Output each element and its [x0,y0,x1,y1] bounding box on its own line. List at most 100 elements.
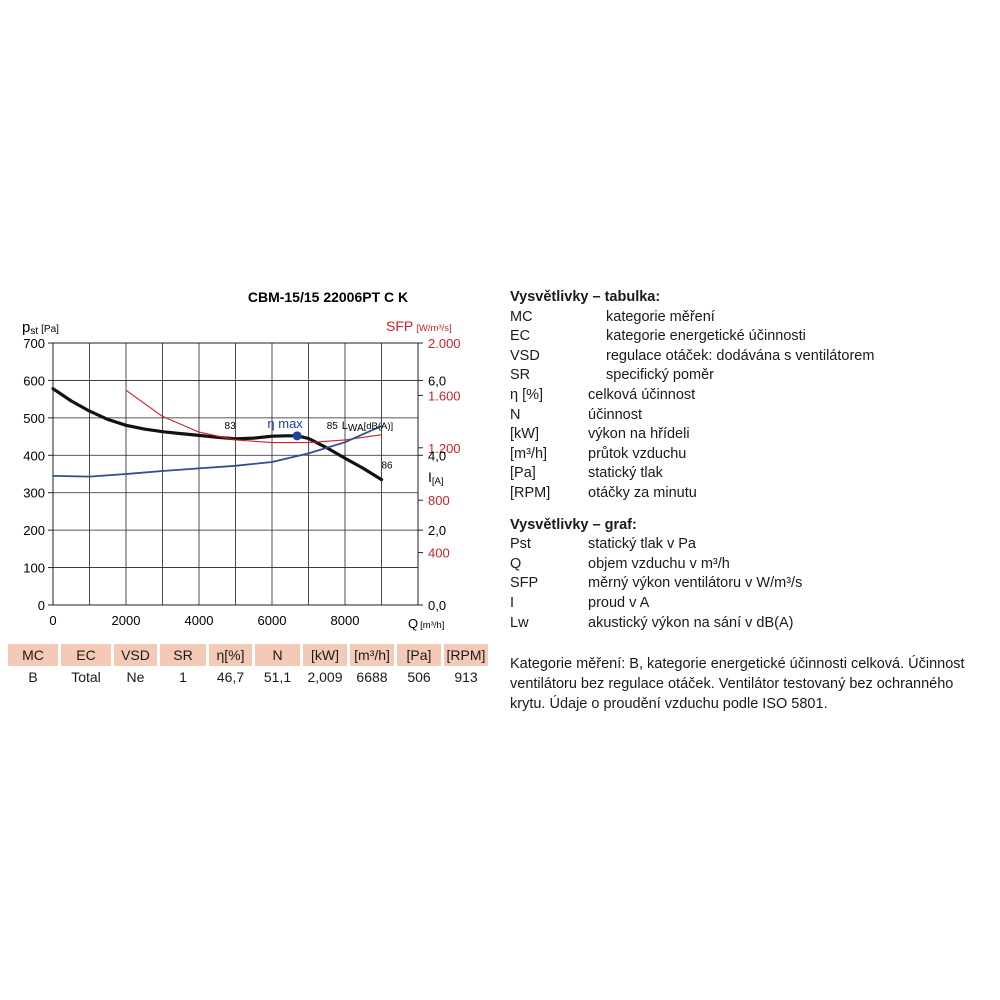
legend-panel: Vysvětlivky – tabulka: MC kategorie měřen… [510,288,874,634]
y-current-tick-label: 4,0 [428,448,446,463]
legend-value: regulace otáček: dodávána s ventilátorem [606,347,875,364]
chart-title: CBM-15/15 22006PT C K [248,289,408,305]
y-current-tick-label: 0,0 [428,598,446,613]
table-header-cell: [RPM] [444,644,488,666]
x-tick-label: 0 [49,613,56,628]
table-value-cell: 51,1 [263,669,292,685]
y-sfp-axis-label: SFP [W/m³/s] [386,318,452,334]
legend-value: otáčky za minutu [588,484,697,501]
eta-max-point [292,431,302,441]
legend-row: EC kategorie energetické účinnosti [510,327,806,347]
y-current-axis-label: I[A] [428,469,444,487]
legend-row: Pst statický tlak v Pa [510,535,696,555]
table-header-cell: [m³/h] [350,644,394,666]
y-left-tick-label: 100 [23,561,45,576]
table-header-spacer [58,644,61,666]
table-value-cell: B [28,669,38,685]
table-header-spacer [347,644,350,666]
table-header-cell: [kW] [303,644,347,666]
y-left-tick-label: 500 [23,411,45,426]
legend-key: EC [510,328,531,345]
fan-performance-chart: 0 100 200 300 400 500 600 700 0 2000 4000 6000 8000 4… [22,289,461,631]
y-sfp-tick-label: 800 [428,493,450,508]
table-header-cell: η[%] [209,644,252,666]
legend-value: proud v A [588,594,650,611]
table-header-cell: MC [8,644,58,666]
series-line-i [52,425,383,478]
eta-max-label: η max [267,416,303,431]
x-tick-label: 2000 [112,613,141,628]
y-left-tick-label: 700 [23,336,45,351]
legend-key: Q [510,555,522,572]
legend-key: MC [510,308,533,325]
y-left-tick-label: 200 [23,523,45,538]
y-left-tick-label: 400 [23,448,45,463]
table-value-cell: 1 [179,669,187,685]
table-value-cell: 2,009 [307,669,343,685]
legend-value: výkon na hřídeli [588,426,690,443]
legend-value: průtok vzduchu [588,445,687,462]
legend-value: celková účinnost [588,386,696,403]
legend-row: [m³/h] průtok vzduchu [510,445,686,465]
lwa-label: LWA[dB(A)] [342,420,393,434]
series-line-sfp [125,389,383,444]
table-value-cell: 46,7 [216,669,245,685]
x-axis-label: Q [m³/h] [408,616,444,631]
table-header-spacer [394,644,397,666]
performance-table: MC EC VSD SR η[%] N [kW] [m³/h] [Pa] [RPM] B Total… [8,644,488,688]
legend-row: [kW] výkon na hřídeli [510,425,690,445]
legend-value: statický tlak v Pa [588,536,696,553]
legend-value: účinnost [588,406,643,423]
table-value-cell: 6688 [356,669,388,685]
legend-key: N [510,406,521,423]
legend-row: VSD regulace otáček: dodávána s ventiláto… [510,347,874,367]
y-sfp-tick-label: 1.200 [428,441,461,456]
legend-row: Lw akustický výkon na sání v dB(A) [510,614,794,634]
legend-key: Lw [510,614,529,631]
table-value-cell: 913 [454,669,478,685]
x-tick-label: 8000 [331,613,360,628]
legend-value: akustický výkon na sání v dB(A) [588,614,794,631]
y-sfp-tick-label: 2.000 [428,336,461,351]
measurement-note: Kategorie měření: B, kategorie energetic… [510,656,965,712]
legend-key: [Pa] [510,465,536,482]
x-tick-label: 4000 [185,613,214,628]
series-line-pst [51,387,384,482]
noise-annotation: 85 [327,421,339,432]
noise-annotation: 86 [382,460,394,471]
legend-key: I [510,594,515,611]
legend-graph-heading: Vysvětlivky – graf: [510,516,637,533]
table-header-cell: [Pa] [397,644,441,666]
y-sfp-tick-label: 400 [428,546,450,561]
legend-row: SR specifický poměr [510,366,714,386]
noise-annotation: 83 [225,421,237,432]
legend-row: [Pa] statický tlak [510,464,663,484]
table-header-spacer [441,644,444,666]
table-header-spacer [206,644,209,666]
table-header-cell: EC [61,644,111,666]
legend-table-list: MC kategorie měření EC kategorie energetick… [510,308,874,504]
table-header-cell: VSD [114,644,157,666]
y-left-tick-label: 300 [23,486,45,501]
legend-row: SFP měrný výkon ventilátoru v W/m³/s [510,574,802,594]
legend-key: [m³/h] [510,445,548,462]
legend-value: objem vzduchu v m³/h [588,555,730,572]
legend-key: VSD [510,347,540,364]
table-header-spacer [157,644,160,666]
legend-value: kategorie měření [606,308,715,325]
legend-table-heading: Vysvětlivky – tabulka: [510,289,661,305]
y-current-tick-label: 2,0 [428,523,446,538]
legend-key: SFP [510,575,539,592]
legend-row: [RPM] otáčky za minutu [510,484,697,504]
legend-value: statický tlak [588,465,663,482]
legend-row: η [%] celková účinnost [510,386,695,406]
legend-row: MC kategorie měření [510,308,715,328]
table-header-spacer [252,644,255,666]
table-header-cell: SR [160,644,206,666]
legend-value: měrný výkon ventilátoru v W/m³/s [588,575,803,592]
legend-value: specifický poměr [606,367,714,384]
table-value-cell: Total [71,669,101,685]
